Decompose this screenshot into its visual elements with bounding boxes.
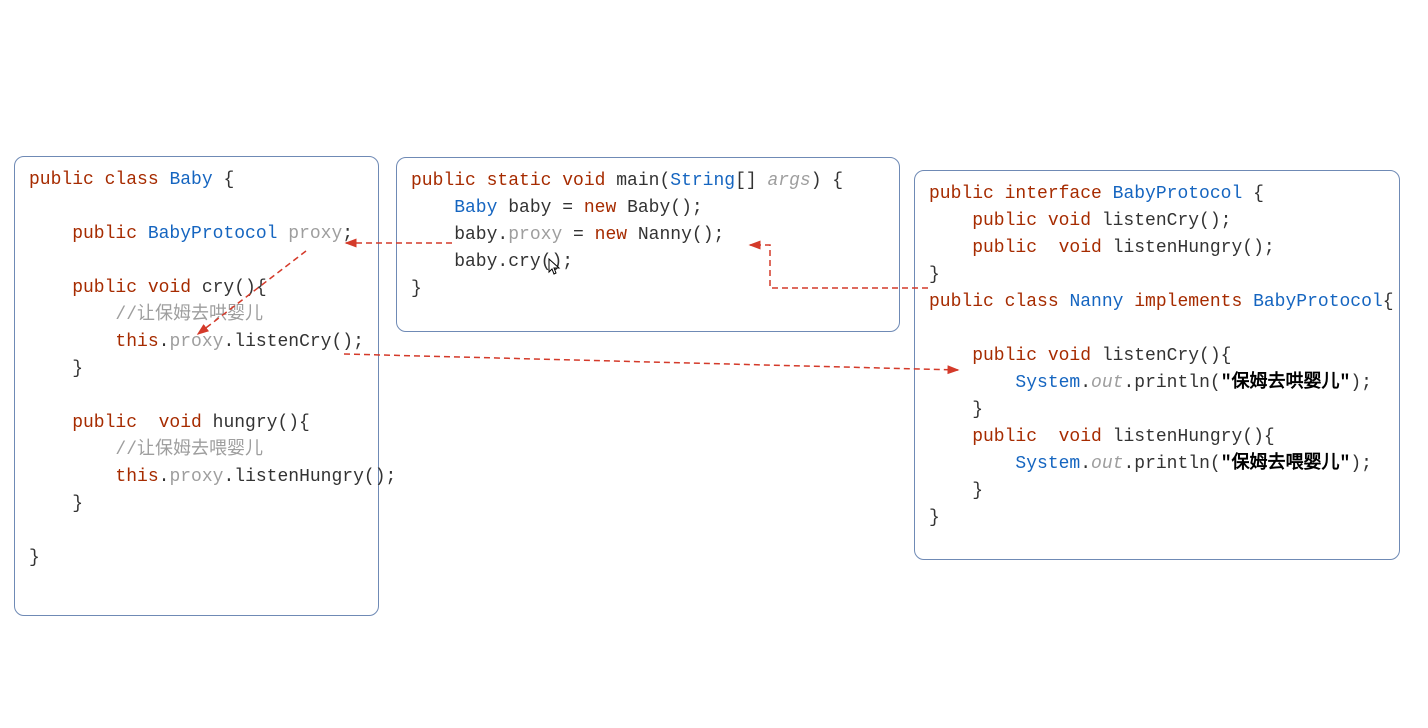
nanny-decl: public class Nanny implements BabyProtoc… <box>929 289 1385 316</box>
baby-class-close: } <box>29 545 364 572</box>
arrow-listencry-to-nanny <box>344 354 958 370</box>
iface-m1: public void listenCry(); <box>929 208 1385 235</box>
baby-hungry-body: this.proxy.listenHungry(); <box>29 464 364 491</box>
iface-m2: public void listenHungry(); <box>929 235 1385 262</box>
iface-decl: public interface BabyProtocol { <box>929 181 1385 208</box>
main-sig: public static void main(String[] args) { <box>411 168 885 195</box>
nanny-listenCry-body: System.out.println("保姆去哄婴儿"); <box>929 370 1385 397</box>
right-box: public interface BabyProtocol { public v… <box>914 170 1400 560</box>
nanny-close: } <box>929 505 1385 532</box>
nanny-listenHungry-close: } <box>929 478 1385 505</box>
baby-proxy-field: public BabyProtocol proxy; <box>29 221 364 248</box>
baby-hungry-comment: //让保姆去喂婴儿 <box>29 437 364 464</box>
main-line3: baby.cry(); <box>411 249 885 276</box>
main-box: public static void main(String[] args) {… <box>396 157 900 332</box>
baby-cry-close: } <box>29 356 364 383</box>
nanny-listenCry-sig: public void listenCry(){ <box>929 343 1385 370</box>
nanny-listenHungry-sig: public void listenHungry(){ <box>929 424 1385 451</box>
nanny-listenCry-close: } <box>929 397 1385 424</box>
baby-cry-comment: //让保姆去哄婴儿 <box>29 302 364 329</box>
baby-class-box: public class Baby { public BabyProtocol … <box>14 156 379 616</box>
iface-close: } <box>929 262 1385 289</box>
nanny-listenHungry-body: System.out.println("保姆去喂婴儿"); <box>929 451 1385 478</box>
baby-cry-body: this.proxy.listenCry(); <box>29 329 364 356</box>
baby-hungry-sig: public void hungry(){ <box>29 410 364 437</box>
baby-cry-sig: public void cry(){ <box>29 275 364 302</box>
main-line1: Baby baby = new Baby(); <box>411 195 885 222</box>
baby-hungry-close: } <box>29 491 364 518</box>
baby-decl: public class Baby { <box>29 167 364 194</box>
main-close: } <box>411 276 885 303</box>
main-line2: baby.proxy = new Nanny(); <box>411 222 885 249</box>
